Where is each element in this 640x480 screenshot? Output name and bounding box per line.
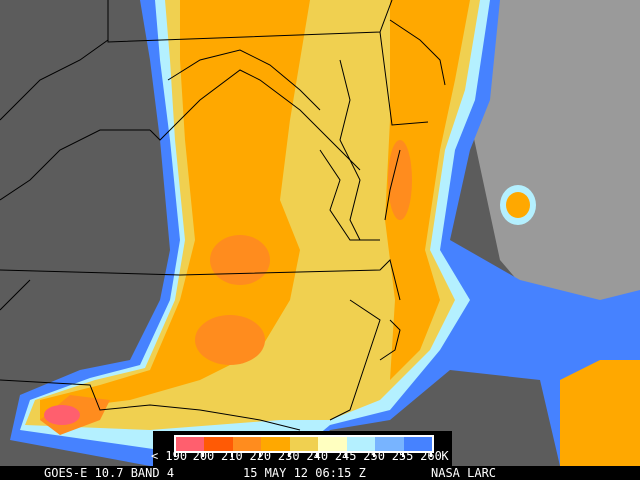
satellite-band-label: GOES-E 10.7 BAND 4 [44, 466, 175, 480]
legend-tick [430, 451, 432, 457]
legend-swatch [318, 437, 347, 451]
legend-label: 230 [277, 449, 300, 463]
legend-label: < 190 [150, 449, 188, 463]
state-boundaries [0, 0, 446, 431]
legend-swatch [232, 437, 262, 451]
color-scale-bar [174, 435, 434, 453]
legend-tick [373, 451, 376, 457]
legend-label: 240 [306, 449, 329, 463]
legend-tick [344, 451, 347, 457]
legend-swatch [346, 437, 376, 451]
legend-tick [202, 451, 205, 457]
info-bar: GOES-E 10.7 BAND 4 15 MAY 12 06:15 Z NAS… [0, 466, 640, 480]
legend-label: 220 [249, 449, 272, 463]
coldest-cloud-top [44, 405, 80, 425]
legend-label: 255 [391, 449, 414, 463]
cloud-core-orange [560, 360, 640, 466]
legend-label: 250 [363, 449, 385, 463]
legend-tick [259, 451, 262, 457]
legend-swatch [403, 437, 432, 451]
legend-swatch [375, 437, 404, 451]
source-label: NASA LARC [431, 466, 497, 480]
legend-swatch [176, 437, 205, 451]
legend-tick [401, 451, 404, 457]
cloud-core-orange [385, 0, 470, 380]
legend-label: 245 [334, 449, 357, 463]
legend-label: 200 [192, 449, 215, 463]
legend-swatch [261, 437, 290, 451]
cloud-core-orange [40, 0, 310, 420]
legend-label: 210 [221, 449, 243, 463]
legend-swatch [289, 437, 319, 451]
legend-tick [287, 451, 290, 457]
timestamp-label: 15 MAY 12 06:15 Z [243, 466, 366, 480]
legend-swatch [204, 437, 233, 451]
legend-label: 260 [420, 449, 442, 463]
legend-tick [316, 451, 319, 457]
temperature-legend: < 190 200 210 220 230 240 245 250 255 260 K [150, 431, 452, 466]
legend-unit: K [441, 449, 449, 463]
legend-tick [230, 451, 233, 457]
warm-cloud-region [460, 0, 640, 330]
legend-ticks [153, 451, 452, 457]
legend-tick [174, 451, 176, 457]
